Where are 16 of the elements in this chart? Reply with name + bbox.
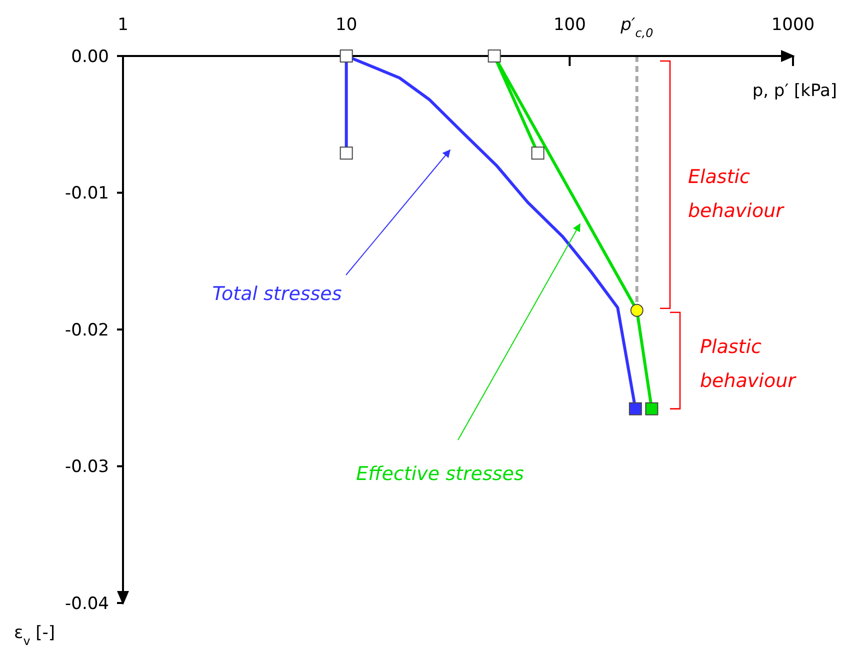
y-axis-title: ε$_{v}$ [-]	[14, 623, 56, 648]
y-tick-label: -0.03	[65, 457, 109, 478]
y-tick-label: 0.00	[71, 46, 109, 67]
y-tick-label: -0.01	[65, 184, 109, 204]
annotation: Total stresses	[212, 283, 342, 305]
ref-line-label: p′$_{c,0}$	[620, 15, 654, 40]
annotation: Effective stresses	[356, 463, 524, 485]
x-tick-label: 10	[336, 15, 358, 35]
x-tick-label: 1000	[771, 15, 815, 35]
x-tick-label: 100	[553, 15, 586, 35]
x-axis-title: p, p′ [kPa]	[752, 81, 837, 101]
annotation: Elastic behaviour	[688, 166, 785, 222]
y-tick-label: -0.02	[65, 320, 109, 340]
y-tick-label: -0.04	[65, 594, 109, 614]
annotation: Plastic behaviour	[700, 336, 797, 392]
x-tick-label: 1	[118, 15, 128, 35]
